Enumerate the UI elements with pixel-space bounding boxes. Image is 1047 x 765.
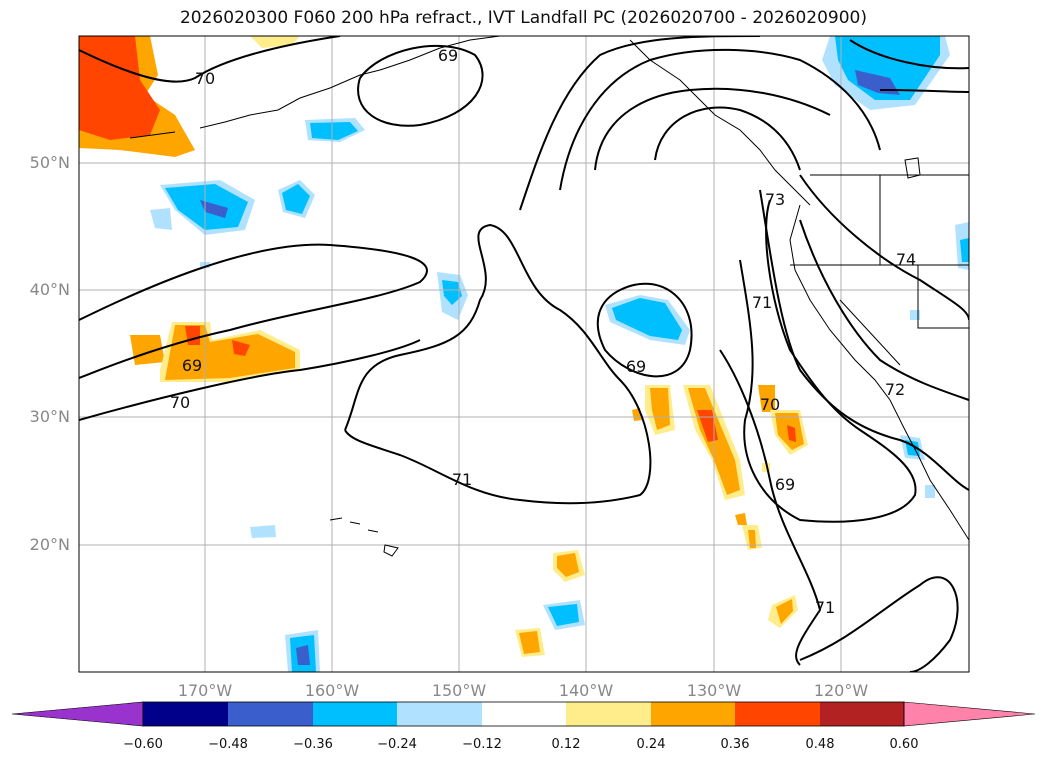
colorbar-segment: [397, 702, 482, 726]
colorbar-tick-label: 0.24: [636, 737, 666, 752]
colorbar-tick-label: 0.48: [805, 737, 835, 752]
contour-label: 69: [182, 356, 202, 375]
colorbar-tick-label: −0.60: [123, 737, 163, 752]
contour-lines: [79, 36, 969, 672]
colorbar-segment: [313, 702, 397, 726]
contour-label: 70: [170, 393, 190, 412]
contour-label: 73: [765, 190, 785, 209]
map-frame: [78, 35, 970, 673]
colorbar-tick-label: −0.24: [377, 737, 417, 752]
contour-label: 71: [815, 598, 835, 617]
colorbar-segment: [903, 701, 1036, 727]
contour-label: 71: [452, 470, 472, 489]
colorbar: [11, 701, 1036, 727]
coastlines: [129, 36, 969, 557]
colorbar-tick-label: 0.60: [889, 737, 919, 752]
lat-label: 30°N: [29, 407, 70, 426]
colorbar-segment: [482, 702, 566, 726]
colorbar-segment: [735, 702, 820, 726]
shading-layer: [79, 36, 969, 672]
contour-labels: 69 70 69 70 71 69 70 69 71 73 74 72 71: [170, 46, 916, 617]
contour-label: 71: [752, 293, 772, 312]
lat-label: 20°N: [29, 535, 70, 554]
colorbar-segment: [143, 702, 228, 726]
colorbar-segment: [566, 702, 651, 726]
contour-label: 70: [760, 395, 780, 414]
colorbar-tick-label: −0.36: [293, 737, 333, 752]
contour-label: 74: [896, 250, 916, 269]
lon-label: 130°W: [686, 681, 742, 700]
lon-label: 170°W: [177, 681, 233, 700]
lat-label: 50°N: [29, 153, 70, 172]
lon-label: 140°W: [558, 681, 614, 700]
colorbar-segment: [228, 702, 313, 726]
colorbar-segment: [820, 702, 904, 726]
contour-label: 69: [438, 46, 458, 65]
colorbar-tick-label: −0.12: [462, 737, 502, 752]
map-title: 2026020300 F060 200 hPa refract., IVT La…: [179, 8, 867, 28]
colorbar-tick-label: −0.48: [208, 737, 248, 752]
lat-label: 40°N: [29, 280, 70, 299]
contour-label: 69: [626, 357, 646, 376]
map-gridlines: [79, 36, 969, 672]
colorbar-segment: [11, 701, 144, 727]
lon-label: 120°W: [813, 681, 869, 700]
colorbar-tick-label: 0.36: [720, 737, 750, 752]
contour-label: 70: [195, 69, 215, 88]
contour-label: 72: [885, 380, 905, 399]
lon-label: 160°W: [304, 681, 360, 700]
contour-label: 69: [775, 475, 795, 494]
colorbar-segment: [651, 702, 735, 726]
colorbar-tick-label: 0.12: [551, 737, 581, 752]
lon-label: 150°W: [431, 681, 487, 700]
